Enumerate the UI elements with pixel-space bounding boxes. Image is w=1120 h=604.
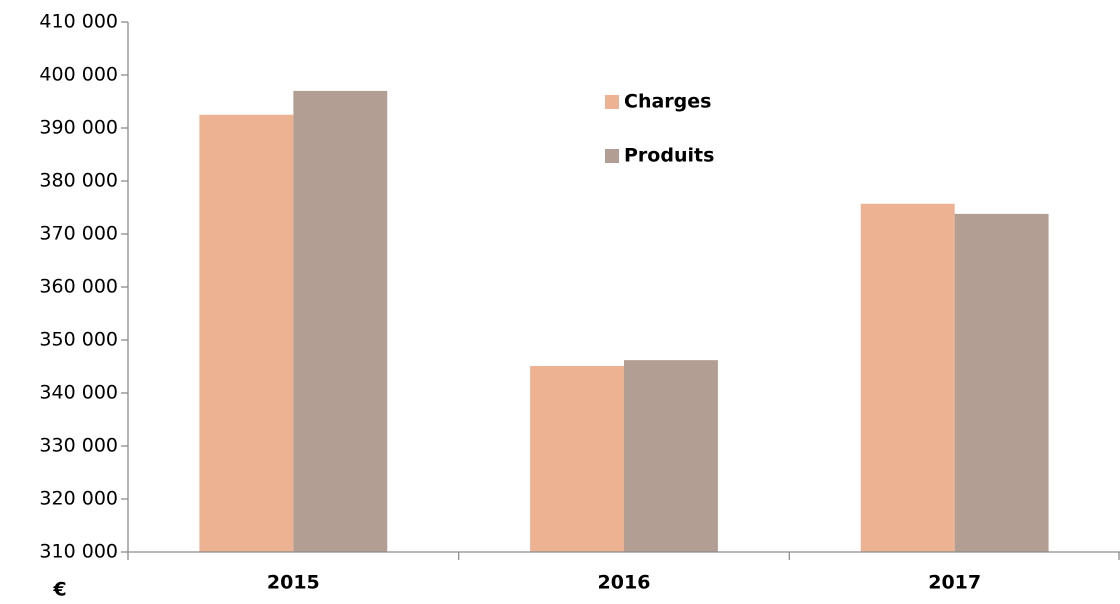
legend-label: Produits bbox=[624, 145, 714, 167]
y-tick-label: 370 000 bbox=[39, 223, 118, 245]
y-tick-label: 340 000 bbox=[39, 382, 118, 404]
y-tick-label: 350 000 bbox=[39, 329, 118, 351]
y-tick-label: 330 000 bbox=[39, 435, 118, 457]
y-axis-label: € bbox=[52, 579, 66, 601]
bar bbox=[624, 360, 718, 552]
bar bbox=[293, 90, 388, 553]
y-tick-label: 380 000 bbox=[39, 170, 118, 192]
bar bbox=[860, 203, 955, 553]
y-tick-label: 360 000 bbox=[39, 276, 118, 298]
x-tick-label: 2017 bbox=[928, 572, 981, 594]
y-tick-label: 400 000 bbox=[39, 64, 118, 86]
y-tick-label: 410 000 bbox=[39, 11, 118, 33]
x-tick-label: 2016 bbox=[598, 572, 651, 594]
legend-label: Charges bbox=[624, 91, 711, 113]
x-tick-label: 2015 bbox=[267, 572, 320, 594]
y-tick-label: 310 000 bbox=[39, 541, 118, 563]
bar bbox=[199, 114, 294, 552]
bar bbox=[954, 213, 1049, 553]
legend-swatch bbox=[605, 149, 619, 163]
y-tick-label: 390 000 bbox=[39, 117, 118, 139]
legend-swatch bbox=[605, 95, 619, 109]
y-tick-label: 320 000 bbox=[39, 488, 118, 510]
bar bbox=[530, 365, 624, 552]
